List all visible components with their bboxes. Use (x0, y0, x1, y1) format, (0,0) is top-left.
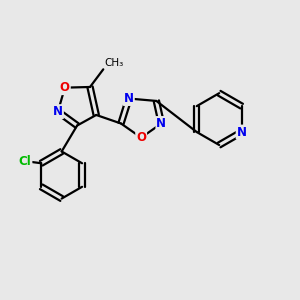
Text: CH₃: CH₃ (105, 58, 124, 68)
Text: O: O (60, 81, 70, 94)
Text: O: O (136, 131, 146, 144)
Text: N: N (237, 125, 247, 139)
Text: N: N (156, 117, 167, 130)
Text: N: N (53, 105, 63, 118)
Text: Cl: Cl (19, 155, 32, 168)
Text: N: N (124, 92, 134, 105)
